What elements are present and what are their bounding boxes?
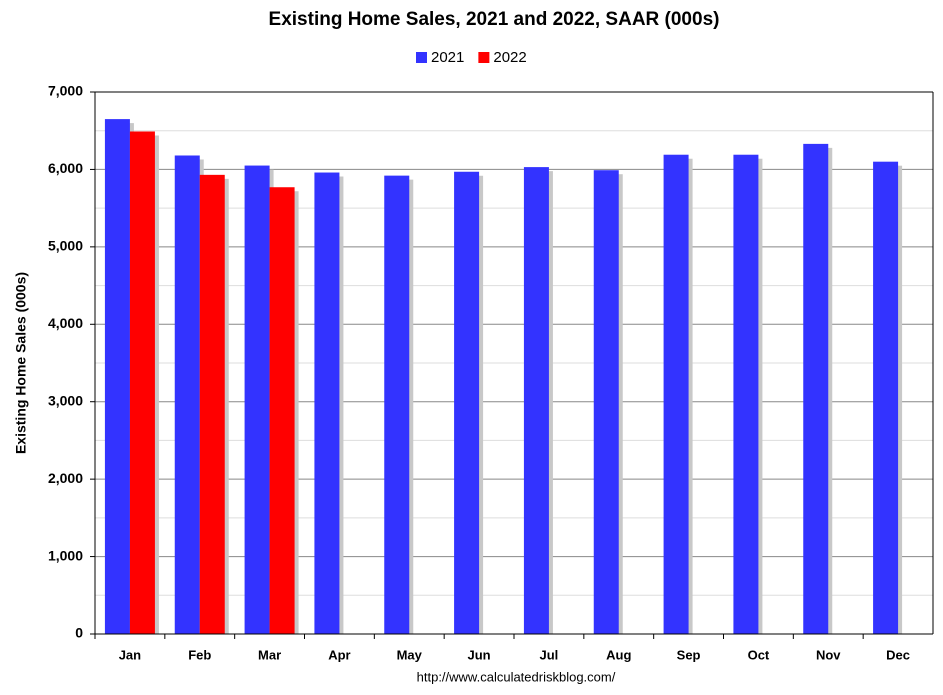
- bar: [174, 155, 200, 634]
- bar: [129, 131, 155, 634]
- x-tick-label: May: [397, 647, 423, 662]
- y-tick-label: 0: [75, 625, 83, 641]
- y-tick-label: 6,000: [48, 160, 83, 176]
- bar: [199, 174, 225, 634]
- x-tick-label: Jun: [468, 647, 491, 662]
- y-tick-label: 5,000: [48, 238, 83, 254]
- bar: [104, 119, 130, 635]
- y-tick-label: 1,000: [48, 547, 83, 563]
- legend-label: 2022: [493, 49, 526, 66]
- y-tick-label: 4,000: [48, 315, 83, 331]
- bar: [803, 143, 829, 634]
- bar: [314, 172, 340, 635]
- y-tick-label: 7,000: [48, 83, 83, 99]
- bar: [873, 161, 899, 634]
- x-tick-label: Feb: [188, 647, 211, 662]
- legend-label: 2021: [431, 49, 464, 66]
- x-tick-label: Nov: [816, 647, 841, 662]
- legend-swatch: [478, 52, 490, 63]
- bar: [593, 170, 619, 634]
- x-tick-label: Aug: [606, 647, 631, 662]
- x-tick-label: Oct: [748, 647, 770, 662]
- x-tick-label: Mar: [258, 647, 281, 662]
- bar: [269, 187, 295, 635]
- bar: [384, 175, 410, 634]
- legend-swatch: [416, 52, 427, 63]
- y-tick-label: 3,000: [48, 392, 83, 408]
- x-tick-label: Apr: [328, 647, 350, 662]
- chart-title: Existing Home Sales, 2021 and 2022, SAAR…: [269, 9, 720, 30]
- footer: http://www.calculatedriskblog.com/: [417, 669, 616, 684]
- x-tick-label: Jul: [540, 647, 559, 662]
- bar: [663, 154, 689, 634]
- x-tick-label: Jan: [119, 647, 141, 662]
- legend: 2021 2022: [416, 49, 527, 66]
- x-tick-label: Sep: [677, 647, 701, 662]
- bar: [244, 165, 270, 635]
- bar: [454, 171, 480, 634]
- y-axis-label: Existing Home Sales (000s): [13, 272, 29, 454]
- bar: [523, 167, 549, 634]
- x-tick-label: Dec: [886, 647, 910, 662]
- y-tick-label: 2,000: [48, 470, 83, 486]
- bar: [733, 154, 759, 634]
